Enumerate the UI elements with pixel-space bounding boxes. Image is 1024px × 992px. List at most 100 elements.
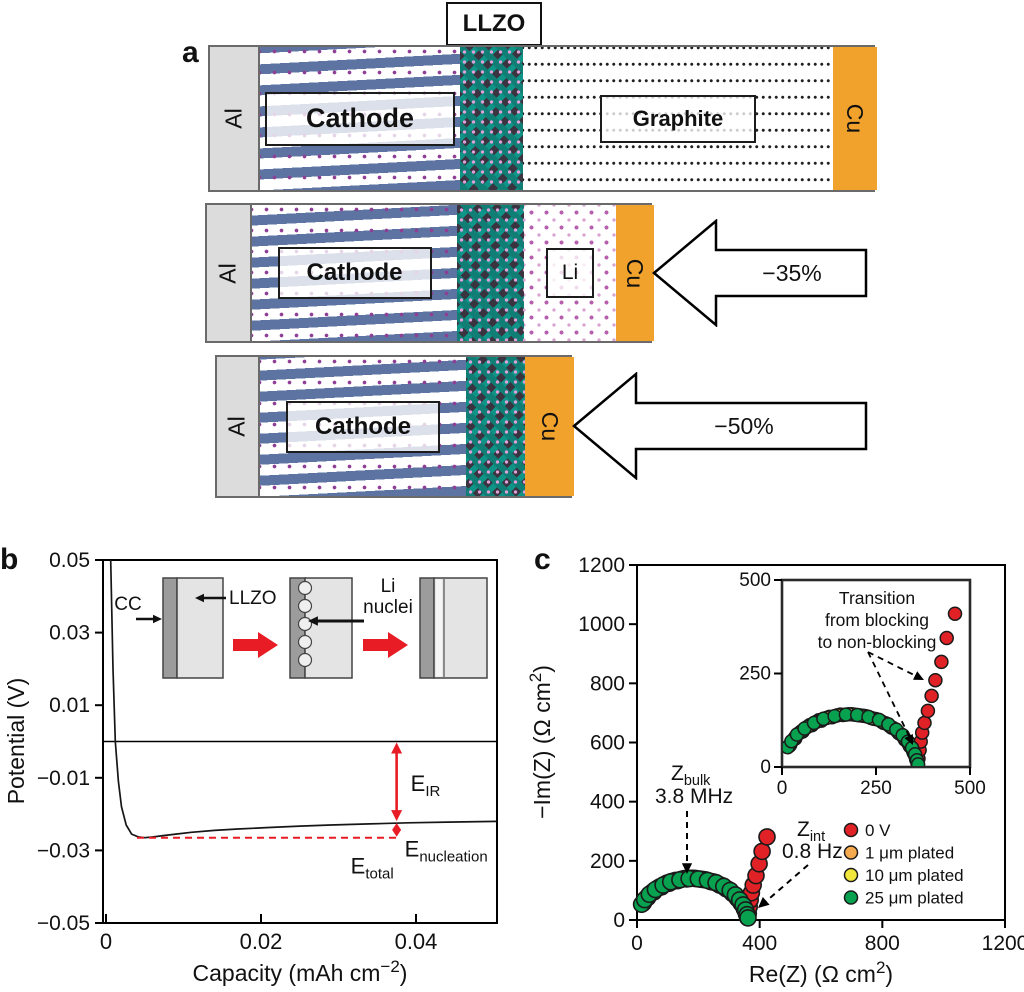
- c-ytick: 1000: [578, 613, 625, 636]
- block-arrow-left-icon: [572, 372, 868, 480]
- c-inset-points: [783, 606, 963, 766]
- cu-current-collector: Cu: [833, 47, 877, 190]
- c-zbulk-label: Zbulk: [671, 762, 711, 789]
- c-inset-ytick: 0: [760, 757, 771, 778]
- graphite-layer: Graphite: [523, 47, 833, 190]
- c-legend-marker: [843, 890, 859, 905]
- b-xtick: 0.04: [395, 929, 438, 954]
- cell-stack-pristine: Al Cathode Graphite Cu: [208, 45, 877, 192]
- panel-c-plot: 0 200 400 600 800 1000 1200 0 400 800 1200 −Im(Z) (…: [526, 554, 1024, 987]
- al-label: Al: [223, 416, 250, 437]
- b-ytick: −0.01: [37, 767, 90, 790]
- c-legend-marker: [843, 845, 859, 860]
- c-xtick: 800: [865, 932, 900, 955]
- c-legend: 0 V 1 μm plated 10 μm plated 25 μm plated: [843, 821, 964, 908]
- al-label: Al: [214, 262, 241, 284]
- c-xlabel: Re(Z) (Ω cm2): [749, 958, 893, 987]
- b-ytick: −0.03: [37, 839, 90, 862]
- c-legend-marker: [843, 867, 859, 883]
- cu-label: Cu: [622, 258, 649, 288]
- panel-a-label: a: [182, 36, 199, 69]
- c-zint-freq: 0.8 Hz: [782, 840, 843, 863]
- graphite-labelbox: Graphite: [600, 94, 756, 143]
- cathode-label: Cathode: [315, 412, 411, 440]
- c-zbulk-freq: 3.8 MHz: [655, 785, 733, 808]
- b-ytick: 0.01: [49, 694, 90, 717]
- cathode-layer: Cathode: [260, 357, 466, 496]
- al-current-collector: Al: [210, 47, 260, 190]
- al-current-collector: Al: [217, 357, 260, 496]
- b-li-nuclei-label: nuclei: [363, 597, 413, 618]
- b-step-arrow-icon: [233, 632, 278, 658]
- c-ytick: 600: [590, 732, 625, 755]
- b-step-arrow-icon: [363, 632, 408, 658]
- c-inset-xtick: 250: [860, 778, 892, 799]
- cathode-layer: Cathode: [252, 205, 457, 341]
- c-ytick: 0: [613, 909, 625, 932]
- b-llzo-label: LLZO: [229, 588, 277, 609]
- c-inset-xtick: 0: [777, 778, 788, 799]
- b-xtick: 0.02: [240, 929, 283, 954]
- llzo-electrolyte-layer: [457, 205, 524, 341]
- c-legend-marker: [843, 822, 859, 838]
- cu-label: Cu: [537, 411, 563, 442]
- c-xtick: 1200: [982, 932, 1024, 955]
- block-arrow-left-icon: [652, 219, 868, 327]
- al-label: Al: [220, 108, 247, 129]
- cathode-label: Cathode: [306, 259, 403, 286]
- c-ytick: 200: [590, 850, 625, 873]
- panel-c-axes: 0 200 400 600 800 1000 1200 0 400 800 1200 −Im(Z) (…: [526, 554, 1024, 987]
- b-ytick: 0.03: [49, 622, 90, 645]
- c-zint-label: Zint: [797, 818, 825, 845]
- thickness-reduction-arrow-35: −35%: [652, 219, 868, 327]
- c-legend-label: 0 V: [865, 821, 891, 840]
- cathode-layer: Cathode: [260, 47, 460, 190]
- li-labelbox: Li: [546, 248, 594, 298]
- c-inset-xtick: 500: [954, 778, 986, 799]
- arrow-35-label: −35%: [762, 260, 821, 286]
- llzo-electrolyte-layer: [460, 47, 523, 190]
- b-voltage-curve: [109, 559, 497, 839]
- c-series-25 μm plated: [632, 869, 757, 927]
- llzo-title-label: LLZO: [462, 10, 526, 37]
- cathode-labelbox: Cathode: [265, 91, 455, 146]
- arrow-50-label: −50%: [714, 413, 773, 439]
- c-ylabel: −Im(Z) (Ω cm2): [526, 665, 555, 819]
- li-metal-layer: Li: [524, 205, 616, 341]
- panel-b-plot: 0.05 0.03 0.01 −0.01 −0.03 −0.05 0 0.02 0.04 Pote…: [3, 549, 498, 986]
- c-ytick: 800: [590, 672, 625, 695]
- panel-c-label: c: [534, 543, 551, 576]
- cu-current-collector: Cu: [525, 357, 574, 496]
- c-inset-annotation: to non-blocking: [818, 632, 937, 652]
- b-eir-label: EIR: [411, 771, 441, 800]
- b-ytick: 0.05: [49, 549, 90, 572]
- c-legend-label: 1 μm plated: [865, 844, 954, 863]
- cathode-label: Cathode: [306, 103, 414, 133]
- llzo-electrolyte-layer: [466, 357, 525, 496]
- b-overpotential-annotations: EIR Enucleation Etotal: [137, 742, 488, 883]
- li-label: Li: [561, 261, 579, 284]
- graphite-label: Graphite: [632, 105, 724, 131]
- llzo-title-box: LLZO: [446, 2, 542, 46]
- b-ylabel: Potential (V): [3, 678, 29, 805]
- b-cc-label: CC: [114, 594, 141, 615]
- b-li-nuclei-label: Li: [381, 576, 396, 597]
- c-impedance-points: [632, 828, 776, 927]
- cu-current-collector: Cu: [616, 205, 654, 341]
- c-xtick: 400: [742, 932, 777, 955]
- c-inset-annotation: Transition: [839, 588, 915, 608]
- c-inset-ytick: 250: [739, 664, 771, 685]
- cathode-labelbox: Cathode: [277, 247, 432, 299]
- cell-stack-anode-free: Al Cathode Cu: [215, 355, 574, 498]
- c-legend-label: 10 μm plated: [865, 866, 964, 885]
- b-xtick: 0: [100, 929, 112, 954]
- cell-stack-li-metal: Al Cathode Li Cu: [205, 203, 654, 343]
- b-ytick: −0.05: [37, 912, 90, 935]
- c-ytick: 1200: [578, 554, 625, 577]
- c-legend-label: 25 μm plated: [865, 889, 964, 908]
- b-enucleation-label: Enucleation: [405, 837, 488, 866]
